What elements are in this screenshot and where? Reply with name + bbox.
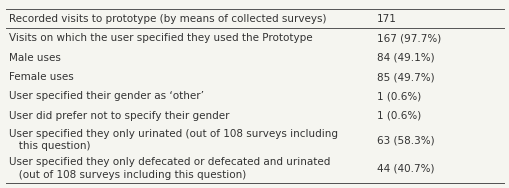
Text: 85 (49.7%): 85 (49.7%) <box>376 72 434 82</box>
Text: User did prefer not to specify their gender: User did prefer not to specify their gen… <box>9 111 229 121</box>
Text: Visits on which the user specified they used the Prototype: Visits on which the user specified they … <box>9 33 312 43</box>
Text: 1 (0.6%): 1 (0.6%) <box>376 92 420 102</box>
Text: 63 (58.3%): 63 (58.3%) <box>376 135 434 145</box>
Text: 44 (40.7%): 44 (40.7%) <box>376 164 433 174</box>
Text: User specified they only urinated (out of 108 surveys including
   this question: User specified they only urinated (out o… <box>9 129 337 151</box>
Text: Female uses: Female uses <box>9 72 74 82</box>
Text: Male uses: Male uses <box>9 52 61 63</box>
Text: 84 (49.1%): 84 (49.1%) <box>376 52 434 63</box>
Text: Recorded visits to prototype (by means of collected surveys): Recorded visits to prototype (by means o… <box>9 14 326 24</box>
Text: User specified they only defecated or defecated and urinated
   (out of 108 surv: User specified they only defecated or de… <box>9 157 330 180</box>
Text: User specified their gender as ‘other’: User specified their gender as ‘other’ <box>9 92 204 102</box>
Text: 171: 171 <box>376 14 396 24</box>
Text: 1 (0.6%): 1 (0.6%) <box>376 111 420 121</box>
Text: 167 (97.7%): 167 (97.7%) <box>376 33 440 43</box>
